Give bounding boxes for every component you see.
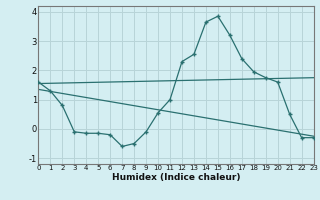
- X-axis label: Humidex (Indice chaleur): Humidex (Indice chaleur): [112, 173, 240, 182]
